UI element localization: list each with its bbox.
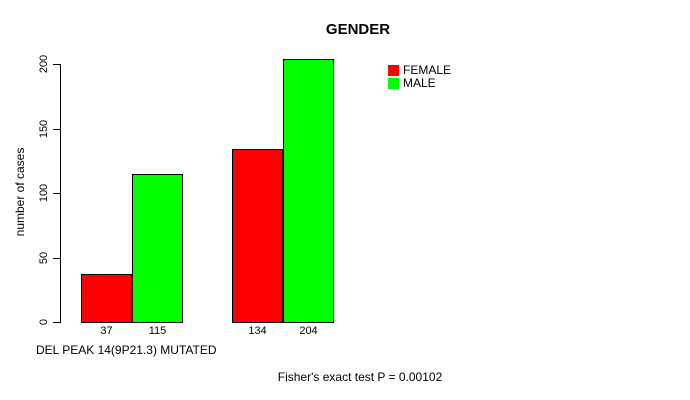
- bar-female-group2: [232, 149, 283, 323]
- y-tick-label: 150: [38, 119, 50, 139]
- y-axis-label: number of cases: [13, 147, 27, 237]
- legend-swatch-female: [388, 65, 399, 76]
- stats-annotation: Fisher's exact test P = 0.00102: [277, 370, 443, 384]
- y-tick-mark: [53, 129, 60, 130]
- y-tick-label: 100: [38, 183, 50, 203]
- legend-swatch-male: [388, 78, 399, 89]
- y-tick-mark: [53, 64, 60, 65]
- chart-title: GENDER: [325, 21, 391, 38]
- legend: FEMALE MALE: [388, 64, 451, 90]
- y-tick-label: 0: [38, 318, 50, 326]
- y-tick-label: 200: [38, 54, 50, 74]
- legend-row: MALE: [388, 77, 451, 90]
- bar-male-group1: [132, 174, 183, 323]
- y-tick-label: 50: [38, 251, 50, 265]
- x-axis-caption: DEL PEAK 14(9P21.3) MUTATED: [36, 343, 217, 357]
- bar-value-label: 37: [100, 325, 113, 337]
- y-tick-mark: [53, 258, 60, 259]
- bar-value-label: 134: [248, 325, 267, 337]
- legend-row: FEMALE: [388, 64, 451, 77]
- bar-value-label: 115: [148, 325, 167, 337]
- bar-value-label: 204: [299, 325, 318, 337]
- bar-female-group1: [81, 274, 132, 323]
- bar-male-group2: [283, 59, 334, 323]
- y-axis-line: [60, 64, 61, 323]
- y-tick-mark: [53, 322, 60, 323]
- legend-label: FEMALE: [403, 63, 452, 77]
- legend-label: MALE: [403, 76, 436, 90]
- y-tick-mark: [53, 193, 60, 194]
